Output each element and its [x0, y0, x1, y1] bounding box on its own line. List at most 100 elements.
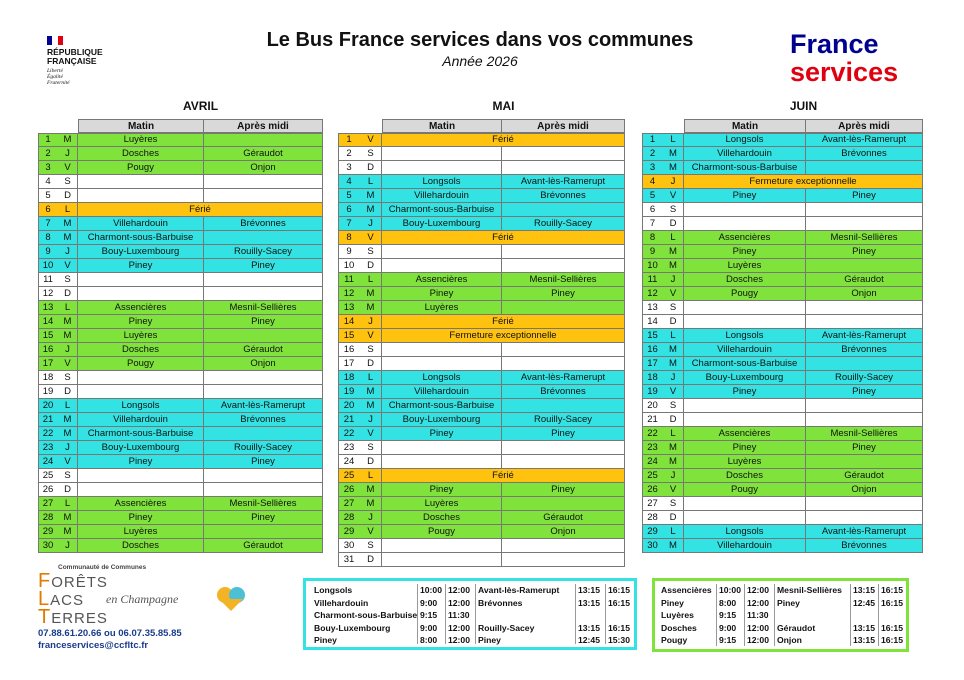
stop-time: 10:00 — [719, 585, 741, 595]
day-number: 21 — [647, 414, 658, 425]
afternoon-stop — [502, 161, 625, 175]
stop-name: Assencières — [661, 585, 712, 595]
afternoon-stop: Géraudot — [204, 147, 323, 161]
day-number: 29 — [42, 526, 54, 537]
day-number: 30 — [647, 540, 658, 551]
afternoon-stop: Piney — [204, 511, 323, 525]
afternoon-stop — [502, 497, 625, 511]
day-number: 10 — [343, 260, 355, 271]
weekday: M — [58, 511, 78, 525]
day-number: 5 — [45, 190, 51, 201]
afternoon-stop: Rouilly-Sacey — [806, 371, 923, 385]
weekday: D — [58, 189, 78, 203]
afternoon-stop — [806, 455, 923, 469]
weekday: M — [360, 287, 382, 301]
day-number: 22 — [343, 428, 355, 439]
stop-name: Rouilly-Sacey — [478, 622, 535, 633]
day-number: 11 — [43, 274, 53, 285]
weekday: L — [360, 273, 382, 287]
afternoon-stop: Géraudot — [806, 273, 923, 287]
day-number: 14 — [42, 316, 54, 327]
phone: 07.88.61.20.66 ou 06.07.35.85.85 — [38, 628, 182, 639]
day-number: 1 — [346, 134, 352, 145]
morning-stop: Villehardouin — [684, 343, 806, 357]
day-number: 8 — [346, 232, 352, 243]
morning-stop: Piney — [78, 315, 204, 329]
weekday: D — [360, 259, 382, 273]
morning-stop: Longsols — [684, 525, 806, 539]
morning-stop: Piney — [684, 189, 806, 203]
day-number: 13 — [42, 302, 54, 313]
weekday: D — [58, 385, 78, 399]
morning-stop: Assencières — [78, 497, 204, 511]
weekday: M — [58, 133, 78, 147]
column-header: Matin — [78, 119, 204, 133]
day-number: 20 — [42, 400, 54, 411]
afternoon-stop — [204, 427, 323, 441]
stop-name: Brévonnes — [478, 597, 523, 608]
afternoon-stop — [204, 483, 323, 497]
morning-stop: Piney — [382, 287, 502, 301]
weekday: V — [663, 287, 684, 301]
day-number: 4 — [346, 176, 352, 187]
day-number: 17 — [343, 358, 355, 369]
day-number: 28 — [343, 512, 355, 523]
afternoon-stop — [502, 357, 625, 371]
day-number: 5 — [649, 190, 656, 201]
morning-stop: Dosches — [78, 343, 204, 357]
weekday: M — [663, 357, 684, 371]
morning-stop — [382, 441, 502, 455]
day-number: 20 — [343, 400, 355, 411]
weekday: M — [663, 259, 684, 273]
schedule-box: Assencières 10:00 12:00 Mesnil-Sellières 13:… — [652, 578, 909, 652]
day-number: 2 — [346, 148, 352, 159]
day-number: 27 — [42, 498, 54, 509]
morning-stop: Pougy — [382, 525, 502, 539]
day-number: 2 — [649, 148, 656, 159]
day-number: 9 — [45, 246, 51, 257]
stop-name: Piney — [314, 635, 337, 645]
day-number: 14 — [647, 316, 658, 327]
weekday: S — [360, 245, 382, 259]
afternoon-stop — [806, 203, 923, 217]
morning-stop — [382, 553, 502, 567]
day-number: 26 — [42, 484, 54, 495]
logo-word: FORÊTS — [38, 570, 108, 592]
afternoon-stop — [502, 553, 625, 567]
stop-time: 13:15 — [853, 622, 875, 633]
stop-time: 13:15 — [578, 585, 600, 595]
devise: Liberté Égalité Fraternité — [47, 68, 70, 86]
afternoon-stop: Avant-lès-Ramerupt — [502, 371, 625, 385]
weekday: M — [360, 301, 382, 315]
closure-note: Fermeture exceptionnelle — [684, 175, 923, 189]
brand: France services — [790, 30, 898, 86]
weekday: M — [663, 161, 684, 175]
devise-line: Liberté — [47, 68, 63, 74]
afternoon-stop: Brévonnes — [502, 189, 625, 203]
weekday: D — [663, 217, 684, 231]
afternoon-stop: Géraudot — [204, 539, 323, 553]
stop-time: 16:15 — [881, 622, 903, 633]
morning-stop: Bouy-Luxembourg — [684, 371, 806, 385]
morning-stop: Luyères — [684, 259, 806, 273]
day-number: 31 — [343, 554, 355, 565]
day-number: 7 — [45, 218, 51, 229]
morning-stop: Longsols — [382, 175, 502, 189]
weekday: S — [58, 469, 78, 483]
afternoon-stop — [502, 539, 625, 553]
afternoon-stop: Onjon — [204, 357, 323, 371]
weekday: S — [663, 203, 684, 217]
weekday: S — [360, 539, 382, 553]
column-header: Matin — [382, 119, 502, 133]
morning-stop — [382, 357, 502, 371]
afternoon-stop: Piney — [806, 441, 923, 455]
stop-name: Longsols — [314, 585, 353, 595]
morning-stop — [78, 483, 204, 497]
weekday: V — [360, 133, 382, 147]
morning-stop: Bouy-Luxembourg — [78, 245, 204, 259]
column-rule — [744, 584, 745, 646]
weekday: J — [58, 147, 78, 161]
stop-time: 12:00 — [747, 635, 769, 645]
afternoon-stop: Avant-lès-Ramerupt — [806, 525, 923, 539]
